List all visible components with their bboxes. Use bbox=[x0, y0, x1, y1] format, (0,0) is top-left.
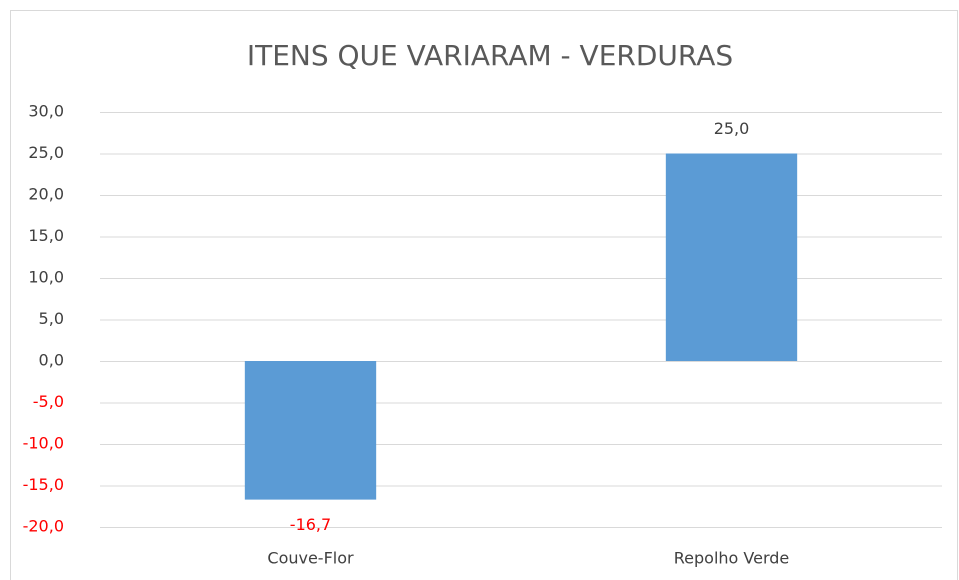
y-tick-label: -20,0 bbox=[23, 517, 64, 536]
bar bbox=[665, 153, 798, 361]
y-tick-label: -10,0 bbox=[23, 434, 64, 453]
y-tick-label: 25,0 bbox=[28, 143, 64, 162]
y-tick-label: -5,0 bbox=[33, 392, 64, 411]
y-tick-label: 30,0 bbox=[28, 102, 64, 121]
x-tick-label: Couve-Flor bbox=[267, 549, 354, 568]
bar bbox=[244, 361, 377, 500]
y-tick-label: 20,0 bbox=[28, 185, 64, 204]
y-tick-label: 10,0 bbox=[28, 268, 64, 287]
y-tick-label: 5,0 bbox=[39, 309, 64, 328]
chart-border bbox=[10, 10, 958, 580]
y-tick-label: -15,0 bbox=[23, 475, 64, 494]
chart-title: ITENS QUE VARIARAM - VERDURAS bbox=[247, 39, 733, 72]
y-tick-label: 0,0 bbox=[39, 351, 64, 370]
x-tick-label: Repolho Verde bbox=[674, 549, 790, 568]
data-label: -16,7 bbox=[290, 515, 331, 534]
data-label: 25,0 bbox=[714, 119, 750, 138]
y-tick-label: 15,0 bbox=[28, 226, 64, 245]
